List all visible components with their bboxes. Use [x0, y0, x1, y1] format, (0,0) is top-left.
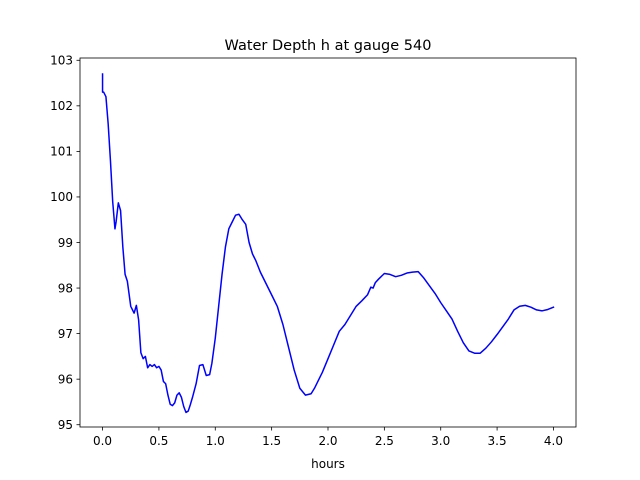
x-axis-label: hours — [311, 457, 345, 471]
x-tick-label: 3.5 — [488, 434, 507, 448]
x-tick-label: 2.0 — [318, 434, 337, 448]
chart-title: Water Depth h at gauge 540 — [225, 38, 432, 54]
x-tick-label: 3.0 — [431, 434, 450, 448]
y-tick-label: 98 — [58, 281, 73, 295]
x-tick-label: 1.5 — [262, 434, 281, 448]
x-tick-label: 4.0 — [544, 434, 563, 448]
x-tick-label: 1.0 — [206, 434, 225, 448]
y-tick-label: 97 — [58, 327, 73, 341]
x-tick-label: 0.5 — [149, 434, 168, 448]
y-tick-label: 95 — [58, 418, 73, 432]
y-tick-label: 96 — [58, 372, 73, 386]
y-tick-label: 100 — [50, 190, 73, 204]
y-tick-label: 101 — [50, 145, 73, 159]
x-tick-label: 2.5 — [375, 434, 394, 448]
y-axis: 95 96 97 98 99 100 101 102 103 — [50, 54, 80, 432]
x-axis: 0.0 0.5 1.0 1.5 2.0 2.5 3.0 3.5 4.0 — [93, 427, 563, 448]
y-tick-label: 102 — [50, 99, 73, 113]
y-tick-label: 99 — [58, 236, 73, 250]
y-tick-label: 103 — [50, 54, 73, 68]
x-tick-label: 0.0 — [93, 434, 112, 448]
series-line-1 — [101, 73, 555, 414]
